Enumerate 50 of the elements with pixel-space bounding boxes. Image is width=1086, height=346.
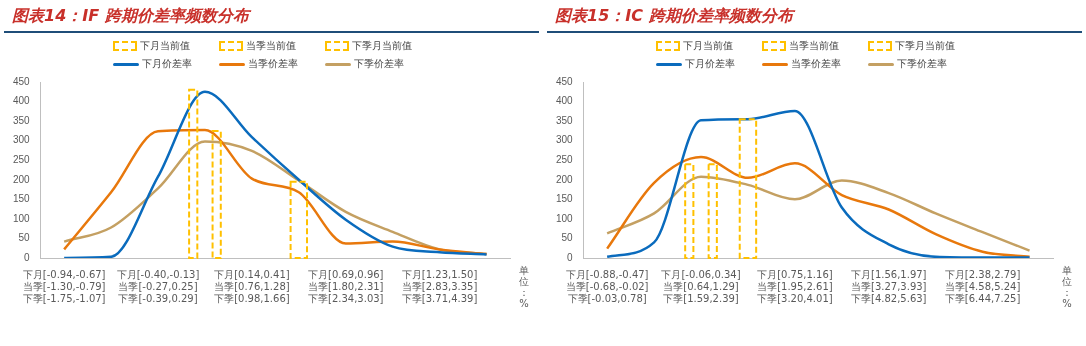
y-tick-label: 50 <box>18 232 31 244</box>
legend-label: 下月价差率 <box>141 57 192 71</box>
y-tick-label: 400 <box>13 95 31 107</box>
legend-label: 下季月当前值 <box>894 39 955 53</box>
y-tick-label: 400 <box>556 95 574 107</box>
line-series <box>605 155 1031 258</box>
y-tick-label: 50 <box>561 232 574 244</box>
y-tick-label: 300 <box>556 134 574 146</box>
legend-label: 下季月当前值 <box>351 39 412 53</box>
y-tick-label: 250 <box>556 153 574 165</box>
y-tick-label: 0 <box>24 251 31 263</box>
x-axis-title: 单位：% <box>1062 265 1072 309</box>
y-tick-label: 200 <box>13 173 31 185</box>
legend-label: 当季当前值 <box>245 39 296 53</box>
legend-label: 下月当前值 <box>139 39 190 53</box>
x-tick-label: 下月[0.14,0.41] 当季[0.76,1.28] 下季[0.98,1.66] <box>214 268 290 304</box>
x-tick-label: 下月[-0.88,-0.47] 当季[-0.68,-0.02] 下季[-0.03,0.78] <box>565 268 649 304</box>
line-series <box>62 90 488 258</box>
legend-label: 下月当前值 <box>682 39 733 53</box>
legend-label: 当季当前值 <box>788 39 839 53</box>
x-tick-label: 下月[2.38,2.79] 当季[4.58,5.24] 下季[6.44,7.25] <box>944 268 1021 304</box>
x-tick-label: 下月[-0.94,-0.67] 当季[-1.30,-0.79] 下季[-1.75,-1.07] <box>22 268 106 304</box>
y-tick-label: 450 <box>556 75 574 87</box>
legend-label: 当季价差率 <box>247 57 298 71</box>
legend-label: 下月价差率 <box>684 57 735 71</box>
x-axis-title: 单位：% <box>519 265 529 309</box>
x-tick-label: 下月[-0.40,-0.13] 当季[-0.27,0.25] 下季[-0.39,0.29] <box>116 268 200 304</box>
line-series <box>605 109 1031 258</box>
x-tick-label: 下月[0.75,1.16] 当季[1.95,2.61] 下季[3.20,4.01] <box>757 268 833 304</box>
legend-label: 下季价差率 <box>353 57 404 71</box>
legend-label: 下季价差率 <box>896 57 947 71</box>
legend-label: 当季价差率 <box>790 57 841 71</box>
x-tick-label: 下月[1.56,1.97] 当季[3.27,3.93] 下季[4.82,5.63] <box>850 268 927 304</box>
line-series <box>605 175 1031 252</box>
x-tick-label: 下月[0.69,0.96] 当季[1.80,2.31] 下季[2.34,3.03] <box>307 268 384 304</box>
y-tick-label: 100 <box>556 212 574 224</box>
y-tick-label: 0 <box>567 251 574 263</box>
chart-title: 图表15：IC 跨期价差率频数分布 <box>547 0 1082 33</box>
y-tick-label: 450 <box>13 75 31 87</box>
x-tick-label: 下月[1.23,1.50] 当季[2.83,3.35] 下季[3.71,4.39] <box>401 268 478 304</box>
y-tick-label: 150 <box>13 193 31 205</box>
y-tick-label: 350 <box>556 114 574 126</box>
x-tick-label: 下月[-0.06,0.34] 当季[0.64,1.29] 下季[1.59,2.39] <box>661 268 741 304</box>
y-tick-label: 300 <box>13 134 31 146</box>
chart-title: 图表14：IF 跨期价差率频数分布 <box>4 0 539 33</box>
y-tick-label: 200 <box>556 173 574 185</box>
y-tick-label: 150 <box>556 193 574 205</box>
y-tick-label: 250 <box>13 153 31 165</box>
y-tick-label: 100 <box>13 212 31 224</box>
y-tick-label: 350 <box>13 114 31 126</box>
